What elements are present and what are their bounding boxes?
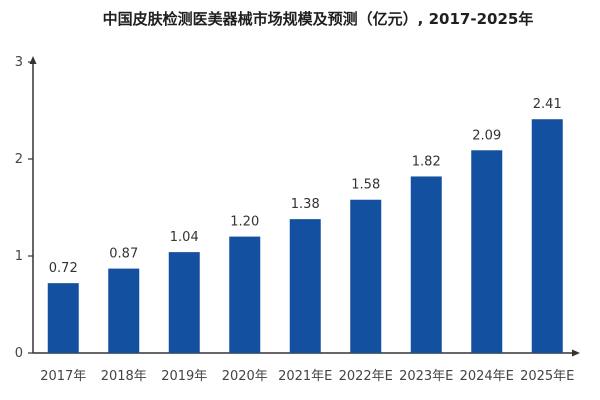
x-tick-label: 2019年	[161, 369, 207, 384]
y-tick-label: 3	[15, 55, 23, 70]
bar	[229, 236, 261, 353]
bar	[289, 219, 321, 353]
plot-area: 0 1 2 3 0.72 2017年 0.87 2018年 1.04 2019年 1.20 2020年…	[15, 55, 580, 384]
bar	[47, 283, 79, 353]
bar	[350, 199, 382, 353]
bar	[471, 150, 503, 353]
data-label: 1.20	[230, 215, 259, 230]
data-label: 0.87	[109, 247, 138, 262]
data-label: 2.41	[533, 97, 562, 112]
y-axis-arrow	[29, 56, 37, 64]
x-tick-label: 2024年E	[460, 369, 514, 384]
x-tick-label: 2017年	[40, 369, 86, 384]
x-axis-arrow	[572, 349, 580, 357]
bar	[108, 268, 140, 353]
x-tick-label: 2018年	[101, 369, 147, 384]
data-label: 0.72	[49, 261, 78, 276]
bar	[168, 252, 200, 353]
x-tick-label: 2023年E	[399, 369, 453, 384]
data-label: 1.82	[412, 154, 441, 169]
chart-title: 中国皮肤检测医美器械市场规模及预测（亿元）, 2017-2025年	[103, 10, 534, 28]
data-label: 2.09	[472, 128, 501, 143]
x-tick-label: 2025年E	[520, 369, 574, 384]
y-tick-label: 0	[15, 346, 23, 361]
x-tick-label: 2021年E	[278, 369, 332, 384]
data-label: 1.04	[170, 230, 199, 245]
y-tick-label: 1	[15, 249, 23, 264]
bar	[410, 176, 442, 353]
data-label: 1.58	[351, 178, 380, 193]
y-tick-label: 2	[15, 152, 23, 167]
data-label: 1.38	[291, 197, 320, 212]
x-tick-label: 2020年	[222, 369, 268, 384]
bar	[531, 119, 563, 353]
x-tick-label: 2022年E	[339, 369, 393, 384]
